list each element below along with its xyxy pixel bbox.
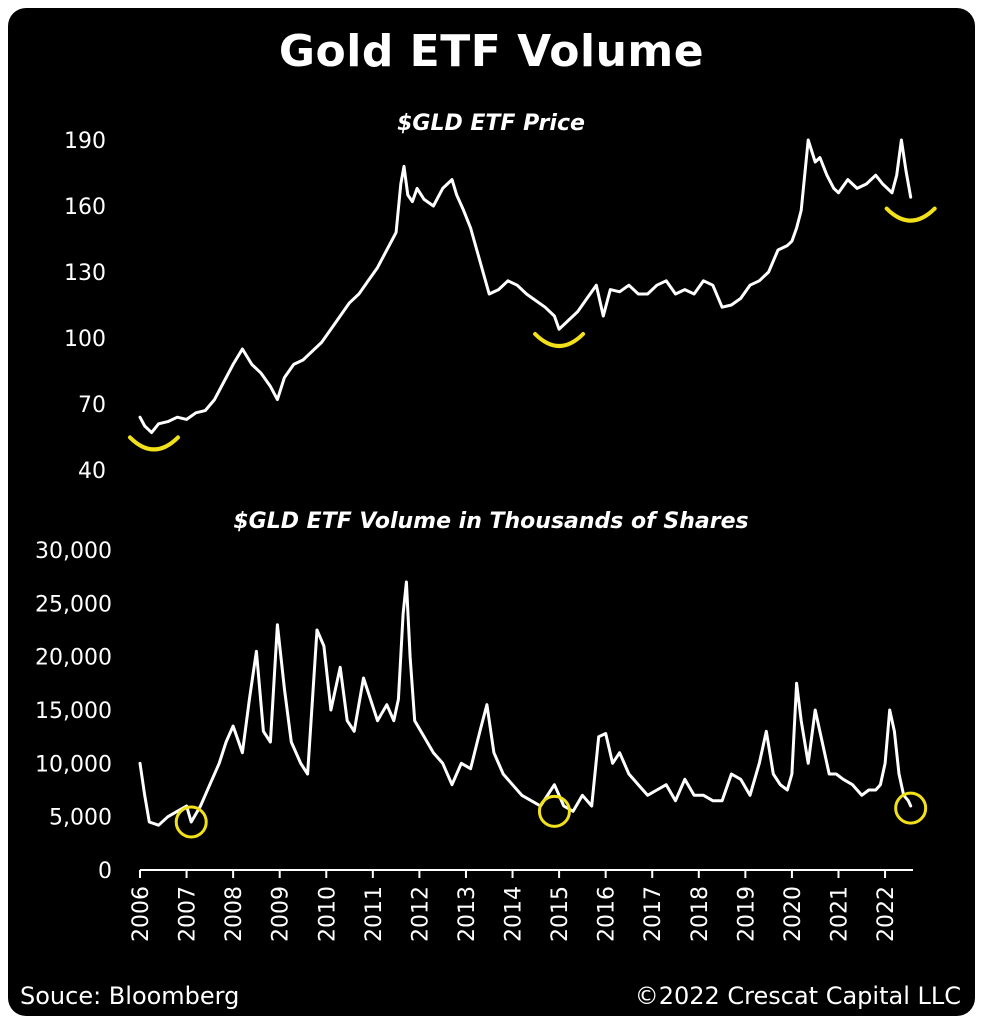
x-tick-label: 2022: [874, 886, 899, 942]
low-highlight-arc: [127, 435, 180, 452]
y-tick-label: 20,000: [35, 646, 112, 671]
x-tick-label: 2008: [222, 886, 247, 942]
x-tick-label: 2021: [827, 886, 852, 942]
source-note: Souce: Bloomberg: [20, 982, 240, 1010]
y-tick-label: 15,000: [35, 699, 112, 724]
panel-title: $GLD ETF Price: [397, 111, 585, 136]
low-highlight-circle: [537, 794, 571, 828]
y-tick-label: 25,000: [35, 592, 112, 617]
low-highlight-circle: [174, 805, 208, 839]
low-highlight-circle: [894, 791, 928, 825]
x-tick-label: 2011: [362, 886, 387, 942]
y-tick-label: 100: [64, 327, 106, 352]
y-tick-label: 160: [64, 195, 106, 220]
chart-frame: Gold ETF Volume $GLD ETF Price 40 70 100 130…: [8, 8, 975, 1016]
y-tick-label: 0: [98, 859, 112, 884]
x-tick-label: 2014: [502, 886, 527, 942]
y-tick-label: 70: [78, 393, 106, 418]
x-tick-label: 2018: [688, 886, 713, 942]
x-tick-label: 2019: [734, 886, 759, 942]
y-tick-label: 190: [64, 129, 106, 154]
chart-canvas: $GLD ETF Price 40 70 100 130 160 190 $GLD ETF V…: [35, 111, 937, 942]
x-tick-label: 2006: [129, 886, 154, 942]
x-tick-label: 2020: [781, 886, 806, 942]
x-tick-label: 2007: [176, 886, 201, 942]
y-tick-label: 130: [64, 261, 106, 286]
x-tick-label: 2016: [595, 886, 620, 942]
volume-series-line: [138, 580, 913, 827]
y-tick-label: 30,000: [35, 539, 112, 564]
low-highlight-arc: [533, 332, 586, 348]
x-tick-label: 2017: [641, 886, 666, 942]
chart-main-title: Gold ETF Volume: [278, 26, 705, 77]
y-tick-label: 10,000: [35, 752, 112, 777]
copyright-note: ©2022 Crescat Capital LLC: [634, 982, 961, 1010]
panel-title: $GLD ETF Volume in Thousands of Shares: [233, 509, 748, 534]
x-tick-label: 2010: [315, 886, 340, 942]
x-tick-label: 2013: [455, 886, 480, 942]
y-tick-label: 5,000: [49, 806, 112, 831]
price-series-line: [138, 138, 913, 435]
x-tick-label: 2012: [408, 886, 433, 942]
low-highlight-arc: [884, 206, 937, 223]
x-tick-label: 2009: [269, 886, 294, 942]
x-tick-label: 2015: [548, 886, 573, 942]
y-tick-label: 40: [78, 459, 106, 484]
